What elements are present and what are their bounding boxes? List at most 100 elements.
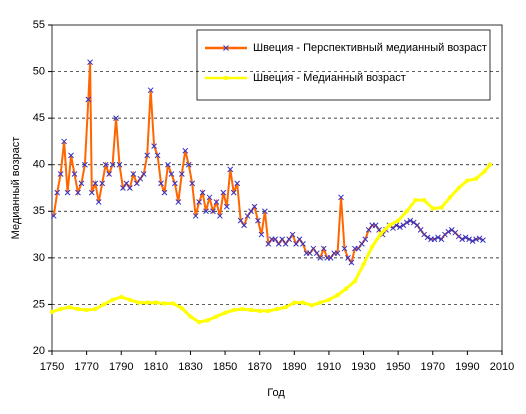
y-axis-label: Медианный возраст	[10, 137, 22, 240]
y-tick-label: 45	[33, 112, 45, 124]
marker	[292, 300, 297, 305]
marker	[123, 180, 130, 187]
marker	[178, 171, 185, 177]
marker	[127, 185, 133, 191]
marker	[241, 222, 247, 229]
marker	[67, 305, 72, 310]
marker	[317, 255, 324, 261]
marker	[151, 143, 157, 149]
marker	[482, 169, 487, 174]
y-tick-label: 40	[33, 159, 45, 171]
x-tick-label: 1930	[351, 361, 375, 373]
x-tick-label: 2010	[490, 361, 514, 373]
marker	[348, 259, 355, 266]
marker	[372, 222, 379, 229]
marker	[447, 195, 453, 200]
legend-label: Швеция - Медианный возраст	[253, 72, 406, 84]
marker	[188, 314, 193, 319]
marker	[158, 180, 164, 187]
marker	[286, 236, 292, 243]
marker	[445, 228, 452, 235]
marker	[82, 161, 88, 168]
x-tick-label: 1830	[178, 361, 202, 373]
marker	[61, 138, 67, 145]
marker	[435, 234, 441, 241]
y-tick-label: 35	[33, 205, 45, 217]
marker	[397, 224, 403, 230]
marker	[344, 286, 349, 291]
marker	[403, 219, 410, 226]
marker	[355, 245, 362, 252]
marker	[404, 209, 410, 214]
marker	[466, 236, 472, 243]
marker	[480, 237, 486, 244]
marker	[213, 199, 220, 205]
marker	[341, 245, 348, 252]
marker	[95, 199, 102, 205]
marker	[237, 217, 244, 224]
x-tick-label: 1870	[247, 361, 271, 373]
marker	[106, 171, 112, 177]
marker	[222, 310, 228, 316]
marker	[326, 297, 332, 302]
marker	[334, 250, 341, 257]
marker	[75, 306, 81, 312]
marker	[431, 236, 438, 243]
marker	[296, 236, 303, 243]
marker	[71, 171, 78, 177]
marker	[136, 300, 141, 305]
x-tick-label: 1770	[74, 361, 98, 373]
y-tick-label: 55	[33, 19, 45, 31]
marker	[365, 227, 372, 233]
marker	[248, 208, 254, 215]
marker	[179, 305, 185, 311]
marker	[320, 245, 327, 252]
marker	[154, 152, 161, 159]
marker	[274, 306, 280, 312]
marker	[283, 305, 288, 310]
marker	[175, 199, 182, 205]
marker	[192, 213, 199, 219]
marker	[378, 231, 384, 236]
marker	[255, 217, 261, 224]
marker	[84, 307, 89, 313]
marker	[300, 241, 306, 247]
marker	[102, 161, 109, 168]
marker	[137, 175, 144, 182]
x-axis-label: Год	[267, 387, 285, 399]
marker	[57, 171, 64, 177]
marker	[358, 241, 365, 247]
marker	[99, 180, 106, 187]
marker	[172, 180, 178, 187]
legend	[196, 29, 491, 101]
marker	[196, 199, 202, 205]
marker	[214, 314, 219, 319]
x-tick-label: 1970	[421, 361, 445, 373]
marker	[199, 189, 206, 196]
legend-label: Швеция - Перспективный медианный возраст	[253, 42, 487, 54]
marker	[165, 161, 171, 168]
marker	[279, 236, 286, 243]
marker	[133, 180, 140, 187]
marker	[369, 244, 375, 249]
marker	[54, 189, 61, 196]
marker	[456, 185, 461, 191]
marker	[257, 308, 262, 314]
marker	[424, 234, 431, 241]
marker	[272, 236, 279, 243]
marker	[203, 208, 209, 215]
y-tick-label: 20	[33, 345, 45, 357]
marker	[307, 250, 313, 257]
x-tick-label: 1850	[213, 361, 237, 373]
marker	[282, 241, 289, 247]
marker	[413, 197, 418, 203]
marker	[147, 87, 154, 94]
marker	[240, 306, 245, 312]
marker	[223, 203, 230, 210]
marker	[64, 189, 71, 196]
marker	[313, 250, 320, 257]
marker	[293, 241, 299, 247]
marker	[110, 297, 115, 302]
marker	[266, 308, 271, 314]
marker	[168, 171, 175, 177]
